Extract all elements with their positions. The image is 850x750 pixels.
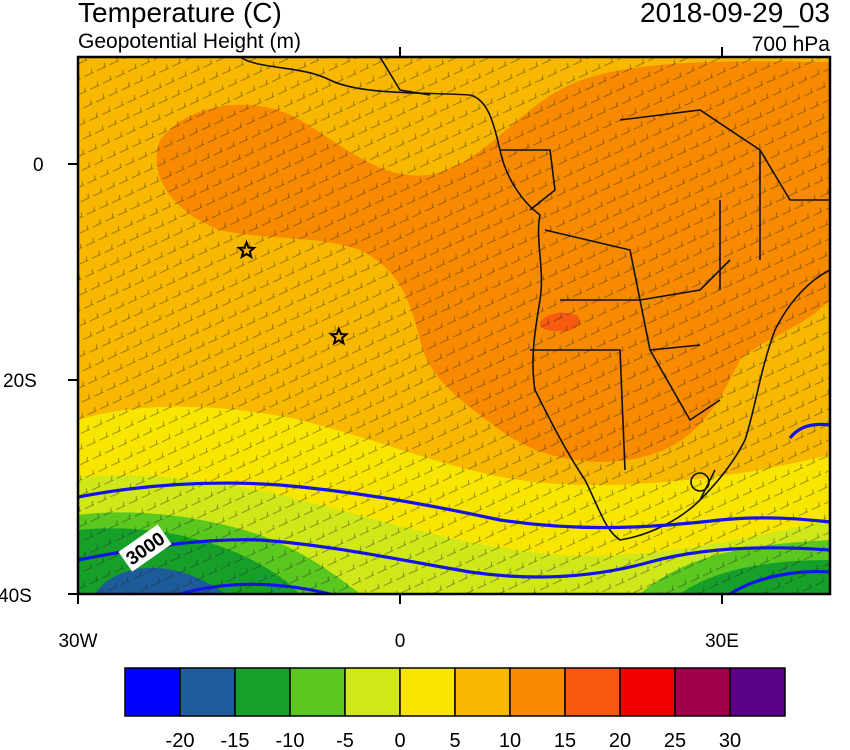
- wind-barbs: [78, 57, 830, 594]
- country-borders: [239, 57, 830, 541]
- colorbar-label: 20: [609, 730, 631, 750]
- colorbar-label: -15: [221, 730, 250, 750]
- colorbar-swatch: [509, 667, 566, 717]
- pressure-level: 700 hPa: [751, 33, 830, 56]
- colorbar-swatch: [289, 667, 346, 717]
- colorbar-label: 25: [664, 730, 686, 750]
- star-marker-1: [236, 239, 257, 260]
- colorbar-label: 10: [499, 730, 521, 750]
- colorbar-swatch: [729, 667, 786, 717]
- colorbar-label: 30: [719, 730, 741, 750]
- colorbar-swatch: [454, 667, 511, 717]
- station-markers: [236, 239, 349, 346]
- axis-ticks: [68, 47, 723, 604]
- colorbar-swatch: [234, 667, 291, 717]
- colorbar-label: -20: [166, 730, 195, 750]
- colorbar-swatch: [399, 667, 456, 717]
- x-tick-label-30w: 30W: [58, 631, 97, 652]
- y-tick-label-0: 0: [33, 155, 44, 176]
- colorbar-label: -5: [336, 730, 354, 750]
- colorbar-swatch: [179, 667, 236, 717]
- geopotential-height-contours: [78, 422, 830, 594]
- y-tick-label-40s: 40S: [0, 586, 32, 607]
- colorbar-swatch: [564, 667, 621, 717]
- map-frame: [76, 55, 832, 596]
- map-area: [78, 57, 830, 594]
- colorbar-swatch: [674, 667, 731, 717]
- colorbar-swatch: [344, 667, 401, 717]
- colorbar-label: 5: [449, 730, 460, 750]
- colorbar-label: 15: [554, 730, 576, 750]
- star-marker-2: [328, 326, 349, 346]
- x-tick-label-0: 0: [395, 631, 406, 652]
- valid-time: 2018-09-29_03: [640, 0, 830, 28]
- colorbar-swatch: [619, 667, 676, 717]
- x-tick-label-30e: 30E: [705, 631, 739, 652]
- colorbar-swatch: [124, 667, 181, 717]
- y-tick-label-20s: 20S: [3, 371, 37, 392]
- colorbar-label: -10: [276, 730, 305, 750]
- colorbar-label: 0: [394, 730, 405, 750]
- map-title: Temperature (C): [78, 0, 282, 28]
- colorbar: [124, 667, 786, 717]
- map-subtitle: Geopotential Height (m): [78, 30, 301, 53]
- colorbar-labels: -20 -15 -10 -5 0 5 10 15 20 25 30: [166, 730, 742, 750]
